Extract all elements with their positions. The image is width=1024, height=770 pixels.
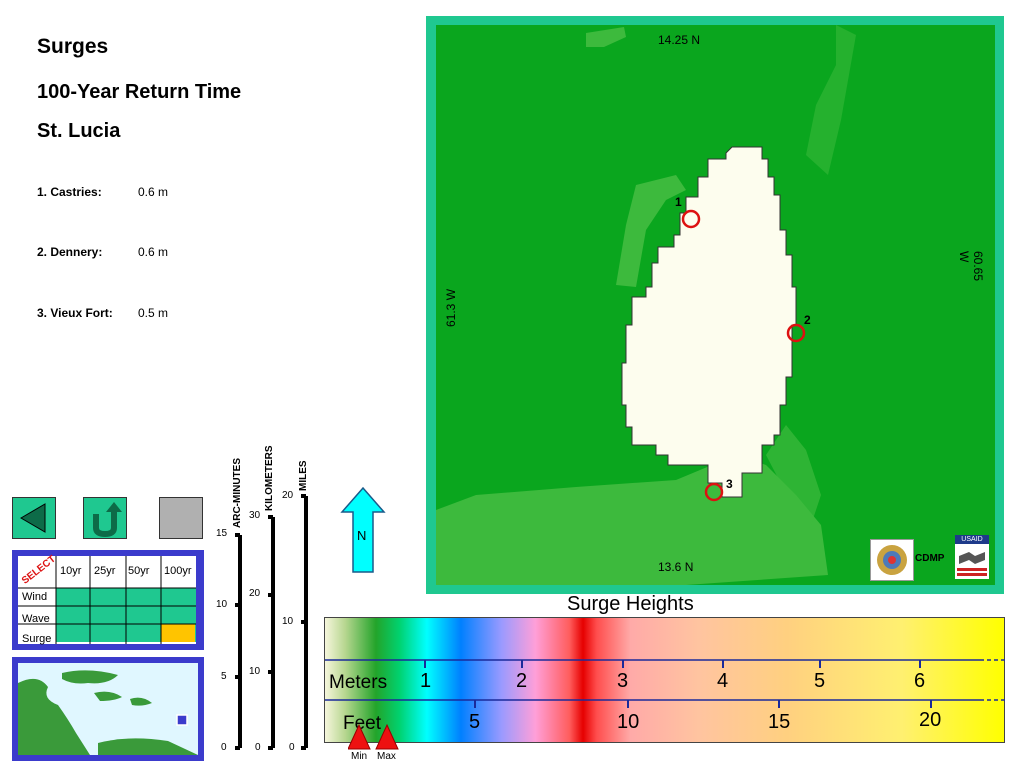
lat-bottom-label: 13.6 N [658,560,694,574]
blank-gray-button[interactable] [159,497,203,539]
back-arrow-icon [20,503,46,533]
mi-tick-10: 10 [282,616,294,627]
km-tick-0: 0 [255,742,261,753]
min-max-markers [348,724,399,750]
meters-tick-6: 6 [914,670,926,692]
min-marker-icon[interactable] [348,724,371,750]
km-tick-20: 20 [249,588,261,599]
marker-dennery[interactable] [786,323,806,343]
arc-tick-5: 5 [221,671,227,682]
select-table: SELECT 10yr 25yr 50yr 100yr Wind Wave Su… [18,554,196,645]
row-wind: Wind [22,591,48,603]
u-turn-arrow-icon [93,502,122,538]
location-label-vieux-fort: 3. Vieux Fort: [37,306,113,320]
scale-miles-title: MILES [298,460,309,491]
marker-vieux-fort[interactable] [704,482,724,502]
max-label: Max [377,751,396,762]
marker-1-label: 1 [675,195,682,209]
meters-tick-1: 1 [420,670,432,692]
distance-scale-bars [235,494,308,750]
arc-tick-0: 0 [221,742,227,753]
arc-tick-15: 15 [216,528,228,539]
lat-top-label: 14.25 N [658,33,701,47]
north-arrow-icon [340,486,386,573]
row-surge: Surge [22,633,52,645]
locator-map[interactable] [18,663,198,755]
scale-kilometers-title: KILOMETERS [264,445,275,511]
back-button[interactable] [12,497,56,539]
col-100yr: 100yr [164,565,192,577]
row-wave: Wave [22,613,50,625]
return-button[interactable] [83,497,127,539]
page-title: Surges [37,35,109,58]
location-value-castries: 0.6 m [138,185,169,199]
meters-label: Meters [329,672,388,693]
meters-tick-5: 5 [814,670,826,692]
page-subtitle: 100-Year Return Time [37,81,242,103]
lon-right-label: 60.65 W [957,251,985,282]
col-50yr: 50yr [128,565,150,577]
meters-tick-4: 4 [717,670,729,692]
marker-2-label: 2 [804,313,811,327]
col-10yr: 10yr [60,565,82,577]
arc-tick-10: 10 [216,599,228,610]
marker-3-label: 3 [726,477,733,491]
feet-tick-5: 5 [469,711,481,733]
usaid-logo-icon: USAID [955,535,989,579]
location-label-dennery: 2. Dennery: [37,245,103,259]
mi-tick-20: 20 [282,490,294,501]
mi-tick-0: 0 [289,742,295,753]
max-marker-icon[interactable] [375,724,399,750]
legend-title: Surge Heights [567,593,694,615]
meters-tick-3: 3 [617,670,629,692]
location-label-castries: 1. Castries: [37,185,102,199]
meters-tick-2: 2 [516,670,528,692]
surge-map[interactable]: 14.25 N 13.6 N 61.3 W 60.65 W 1 2 3 CDMP… [436,25,995,585]
col-25yr: 25yr [94,565,116,577]
surge-height-legend: Meters Feet 1 2 3 4 5 6 5 10 15 20 [324,617,1006,743]
km-tick-30: 30 [249,510,261,521]
lon-left-label: 61.3 W [444,288,458,327]
scale-arc-minutes-title: ARC-MINUTES [232,458,243,528]
location-value-vieux-fort: 0.5 m [138,306,169,320]
feet-tick-15: 15 [768,711,791,733]
km-tick-10: 10 [249,666,261,677]
min-label: Min [351,751,368,762]
usaid-badge-text: USAID [955,535,989,544]
marker-castries[interactable] [681,209,701,229]
feet-tick-10: 10 [617,711,640,733]
oas-logo-icon [870,539,914,581]
location-value-dennery: 0.6 m [138,245,169,259]
place-name: St. Lucia [37,120,121,142]
feet-tick-20: 20 [919,709,942,731]
north-label: N [357,528,367,543]
cdmp-logo-text: CDMP [915,553,945,564]
feet-label: Feet [343,713,382,734]
